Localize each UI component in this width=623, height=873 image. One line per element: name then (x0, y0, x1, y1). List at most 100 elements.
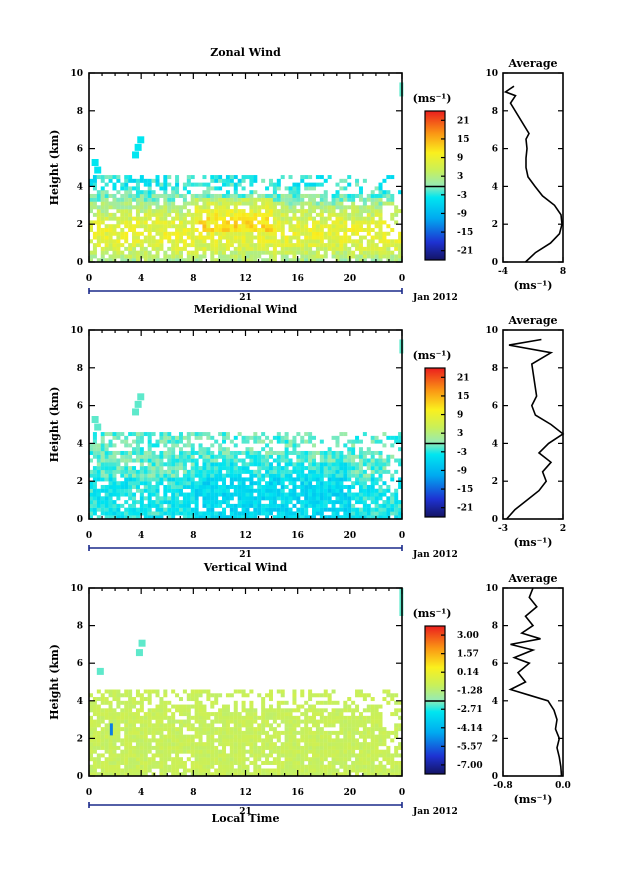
date-label: Jan 2012 (412, 550, 458, 560)
profile-x-tick-label: 2 (560, 524, 566, 534)
y-tick-label: 2 (77, 477, 83, 487)
profile-y-tick-label: 8 (492, 364, 498, 374)
profile-frame (502, 329, 564, 520)
profile-x-tick-label: -4 (498, 267, 508, 277)
day-label: 21 (239, 293, 252, 303)
colorbar-tick-label: 9 (457, 411, 463, 421)
colorbar-tick-label: 3 (457, 172, 463, 182)
x-tick-label: 8 (190, 531, 196, 541)
profile-x-tick-label: 8 (560, 267, 566, 277)
profile-y-tick-label: 6 (492, 659, 498, 669)
x-tick-label: 8 (190, 274, 196, 284)
profile-y-tick-label: 8 (492, 107, 498, 117)
profile-y-tick-label: 2 (492, 477, 498, 487)
x-tick-label: 4 (138, 274, 144, 284)
colorbar-unit: (ms⁻¹) (413, 607, 452, 620)
heatmap-cells (89, 588, 404, 777)
profile-x-label: (ms⁻¹) (514, 536, 553, 549)
profile-y-tick-label: 4 (492, 439, 498, 449)
profile-y-tick-label: 0 (492, 515, 498, 525)
profile-title: Average (507, 57, 557, 70)
date-label: Jan 2012 (412, 807, 458, 817)
y-tick-label: 4 (77, 182, 83, 192)
profile-x-label: (ms⁻¹) (514, 279, 553, 292)
x-tick-label: 20 (344, 274, 357, 284)
profile-frame (502, 587, 564, 777)
day-label: 21 (239, 807, 252, 817)
average-profile: 0 2 4 6 8 10 Average -3 2 (ms⁻¹) (485, 314, 566, 549)
y-tick-label: 6 (77, 145, 83, 155)
y-tick-label: 0 (77, 772, 83, 782)
profile-x-tick-label: 0.0 (555, 781, 571, 791)
colorbar-unit: (ms⁻¹) (413, 92, 452, 105)
profile-y-tick-label: 2 (492, 220, 498, 230)
colorbar-tick-label: -9 (457, 209, 467, 219)
colorbar-tick-label: 9 (457, 154, 463, 164)
x-tick-label: 4 (138, 531, 144, 541)
x-tick-label: 0 (86, 531, 92, 541)
profile-y-tick-label: 2 (492, 734, 498, 744)
date-label: Jan 2012 (412, 293, 458, 303)
profile-x-label: (ms⁻¹) (514, 793, 553, 806)
panel-title: Vertical Wind (203, 561, 288, 574)
x-tick-label: 4 (138, 788, 144, 798)
x-tick-label: 0 (399, 788, 405, 798)
profile-title: Average (507, 572, 557, 585)
colorbar-tick-label: -5.57 (457, 742, 483, 752)
profile-title: Average (507, 314, 557, 327)
x-tick-label: 20 (344, 531, 357, 541)
y-tick-label: 10 (70, 326, 83, 336)
y-tick-label: 6 (77, 659, 83, 669)
colorbar-tick-label: 0.14 (457, 668, 479, 678)
colorbar-tick-label: 3.00 (457, 631, 479, 641)
profile-x-tick-label: -3 (498, 524, 508, 534)
y-tick-label: 2 (77, 220, 83, 230)
profile-x-tick-label: -0.8 (493, 781, 512, 791)
colorbar-tick-label: 1.57 (457, 650, 479, 660)
profile-y-tick-label: 4 (492, 182, 498, 192)
profile-y-tick-label: 0 (492, 258, 498, 268)
colorbar-tick-label: -4.14 (457, 724, 483, 734)
x-tick-label: 20 (344, 788, 357, 798)
colorbar-tick-label: 21 (457, 373, 470, 383)
colorbar-tick-label: -9 (457, 466, 467, 476)
colorbar-tick-label: -3 (457, 448, 467, 458)
panel-title: Meridional Wind (194, 303, 298, 316)
colorbar-tick-label: -21 (457, 247, 473, 257)
day-label: 21 (239, 550, 252, 560)
profile-y-tick-label: 10 (485, 69, 498, 79)
y-tick-label: 10 (70, 69, 83, 79)
y-tick-label: 2 (77, 734, 83, 744)
colorbar-tick-label: 15 (457, 392, 470, 402)
y-tick-label: 0 (77, 515, 83, 525)
profile-line (506, 338, 565, 520)
profile-y-tick-label: 0 (492, 772, 498, 782)
colorbar-unit: (ms⁻¹) (413, 349, 452, 362)
x-tick-label: 16 (291, 531, 304, 541)
profile-y-tick-label: 10 (485, 584, 498, 594)
colorbar (424, 367, 446, 518)
y-tick-label: 0 (77, 258, 83, 268)
y-tick-label: 8 (77, 107, 83, 117)
heatmap-cells (89, 339, 404, 520)
x-tick-label: 0 (399, 531, 405, 541)
colorbar-tick-label: 3 (457, 429, 463, 439)
y-tick-label: 8 (77, 622, 83, 632)
profile-frame (502, 72, 564, 263)
x-tick-label: 12 (239, 274, 252, 284)
profile-y-tick-label: 10 (485, 326, 498, 336)
y-tick-label: 10 (70, 584, 83, 594)
colorbar-tick-label: 21 (457, 116, 470, 126)
x-tick-label: 0 (86, 274, 92, 284)
colorbar-tick-label: -15 (457, 228, 473, 238)
profile-line (508, 587, 563, 777)
colorbar-tick-label: -1.28 (457, 687, 483, 697)
colorbar-tick-label: 15 (457, 135, 470, 145)
x-tick-label: 12 (239, 788, 252, 798)
y-axis-label: Height (km) (48, 387, 61, 463)
y-tick-label: 4 (77, 439, 83, 449)
